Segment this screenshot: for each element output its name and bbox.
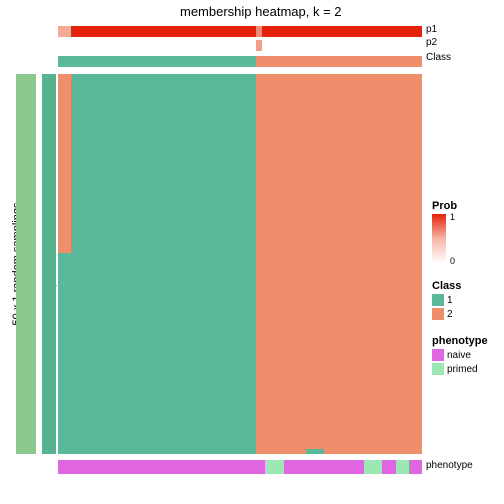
label-p1: p1 bbox=[426, 24, 437, 35]
legend-class-item: 1 bbox=[432, 294, 461, 308]
legend-class-item: 2 bbox=[432, 308, 461, 322]
page-title: membership heatmap, k = 2 bbox=[180, 4, 342, 19]
annotation-class bbox=[58, 56, 422, 67]
legend-phenotype-title: phenotype bbox=[432, 335, 488, 347]
heatmap-cluster-1 bbox=[58, 74, 256, 454]
heatmap-cluster-2 bbox=[256, 74, 422, 454]
phenotype-strip bbox=[58, 460, 422, 474]
legend-class-title: Class bbox=[432, 280, 461, 292]
legend-class: Class 12 bbox=[432, 280, 461, 322]
heatmap-main bbox=[58, 74, 422, 454]
legend-prob-tick-0: 0 bbox=[450, 256, 455, 266]
label-p2: p2 bbox=[426, 37, 437, 48]
legend-prob: Prob 1 0 bbox=[432, 200, 457, 264]
label-phenotype: phenotype bbox=[426, 460, 473, 471]
sidebar-rows-bar bbox=[42, 74, 56, 454]
sidebar-samplings-bar bbox=[16, 74, 36, 454]
legend-phenotype-item: naive bbox=[432, 349, 488, 363]
annotation-p2 bbox=[58, 40, 422, 51]
legend-prob-gradient: 1 0 bbox=[432, 214, 446, 264]
label-class: Class bbox=[426, 52, 451, 63]
legend-phenotype-item: primed bbox=[432, 363, 488, 377]
legend-prob-title: Prob bbox=[432, 200, 457, 212]
legend-phenotype: phenotype naiveprimed bbox=[432, 335, 488, 377]
legend-prob-tick-1: 1 bbox=[450, 212, 455, 222]
annotation-p1 bbox=[58, 26, 422, 37]
